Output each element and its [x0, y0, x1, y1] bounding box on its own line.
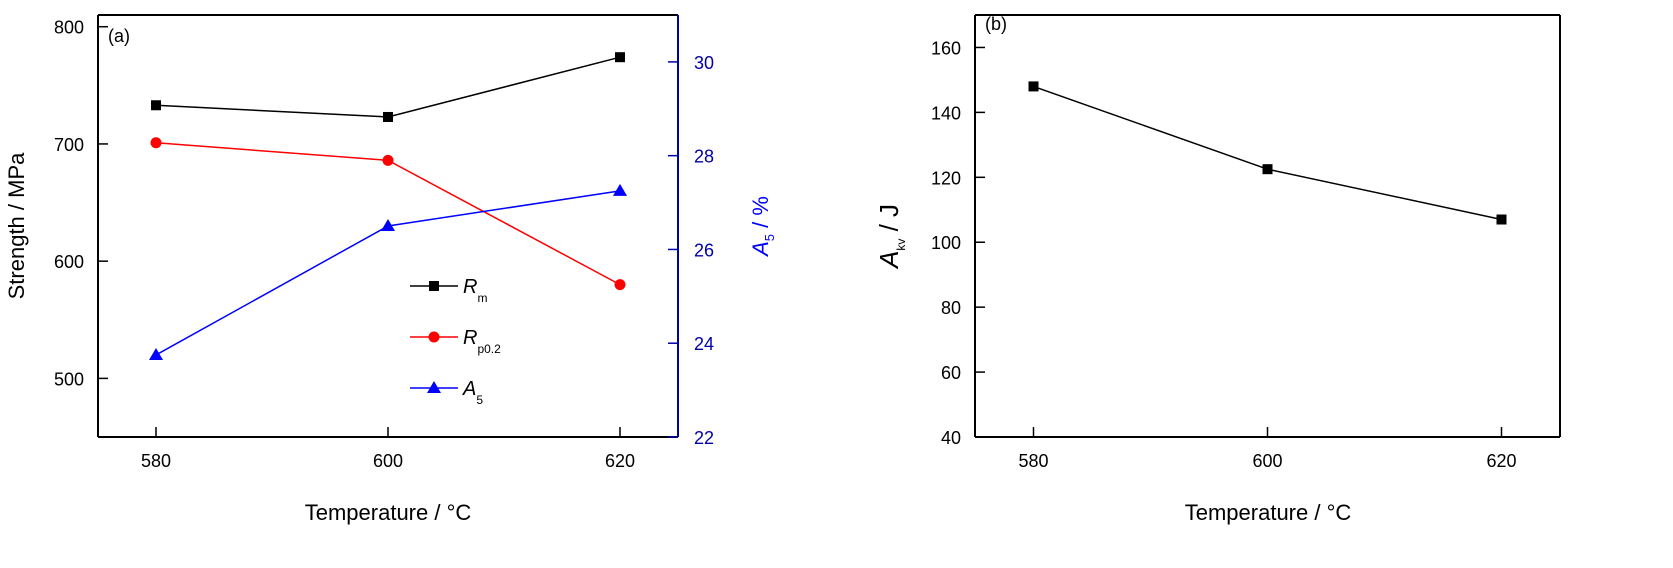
x-tick-label: 620 [605, 451, 635, 471]
series-line-rm [155, 56, 621, 118]
data-point-akv [1262, 164, 1273, 175]
legend-marker-a5 [427, 381, 441, 393]
panel-label-b: (b) [985, 14, 1007, 34]
y-tick-label: 120 [931, 168, 961, 188]
y-tick-label: 500 [54, 369, 84, 389]
title-sub: kv [894, 239, 908, 251]
legend-marker-rm [429, 281, 439, 291]
y-tick-label: 80 [941, 298, 961, 318]
y2-tick-label: 30 [694, 53, 714, 73]
y-axis-title-a: Strength / MPa [4, 152, 29, 300]
series-line-a5 [155, 190, 621, 356]
title-main: A [748, 241, 773, 258]
y-tick-label: 60 [941, 363, 961, 383]
y2-tick-label: 24 [694, 334, 714, 354]
y-tick-label: 160 [931, 38, 961, 58]
y-tick-label: 800 [54, 18, 84, 38]
legend-label-sub: p0.2 [477, 342, 501, 356]
y-tick-label: 40 [941, 428, 961, 448]
legend-label-rm: Rm [463, 276, 487, 305]
x-tick-label: 580 [141, 451, 171, 471]
x-tick-label: 600 [1252, 451, 1282, 471]
x-tick-label: 600 [373, 451, 403, 471]
data-point-rp0-2 [382, 154, 394, 166]
y2-tick-label: 22 [694, 428, 714, 448]
title-rest: / J [874, 204, 904, 239]
y-tick-label: 600 [54, 252, 84, 272]
data-point-rp0-2 [614, 279, 626, 291]
x-axis-title-b: Temperature / °C [1185, 500, 1352, 525]
data-point-akv [1028, 81, 1039, 92]
legend-label-main: R [463, 276, 477, 298]
legend-label-sub: 5 [476, 393, 483, 407]
data-point-rp0-2 [150, 137, 162, 149]
chart-b: (b) Akv / J Temperature / °C 580 600 620 40… [874, 14, 1561, 525]
x-tick-label: 620 [1486, 451, 1516, 471]
title-main: A [874, 251, 904, 270]
data-point-a5 [613, 183, 627, 196]
legend-label-a5: A5 [462, 378, 483, 407]
y-tick-label: 100 [931, 233, 961, 253]
legend-label-main: R [463, 327, 477, 349]
data-point-a5 [381, 219, 395, 231]
data-point-rm [615, 52, 625, 63]
y-axis-title-b: Akv / J [874, 204, 908, 270]
y2-tick-label: 26 [694, 240, 714, 260]
data-point-rm [151, 100, 161, 111]
legend-marker-rp0-2 [428, 331, 440, 343]
x-axis-title-a: Temperature / °C [305, 500, 472, 525]
y-tick-label: 140 [931, 103, 961, 123]
data-point-a5 [149, 347, 163, 360]
title-rest: / % [748, 196, 773, 234]
legend-label-rp0-2: Rp0.2 [463, 327, 501, 356]
y2-axis-title-a: A5 / % [748, 196, 777, 258]
y2-tick-label: 28 [694, 147, 714, 167]
y-tick-label: 700 [54, 135, 84, 155]
legend-label-sub: m [477, 291, 487, 305]
data-point-rm [383, 111, 393, 122]
chart-a: (a) Strength / MPa Temperature / °C A5 /… [4, 14, 777, 525]
title-sub: 5 [762, 234, 777, 241]
series-line-akv [1033, 85, 1502, 221]
panel-label-a: (a) [108, 26, 130, 46]
data-point-akv [1496, 214, 1507, 225]
x-tick-label: 580 [1018, 451, 1048, 471]
legend-label-main: A [462, 378, 476, 400]
